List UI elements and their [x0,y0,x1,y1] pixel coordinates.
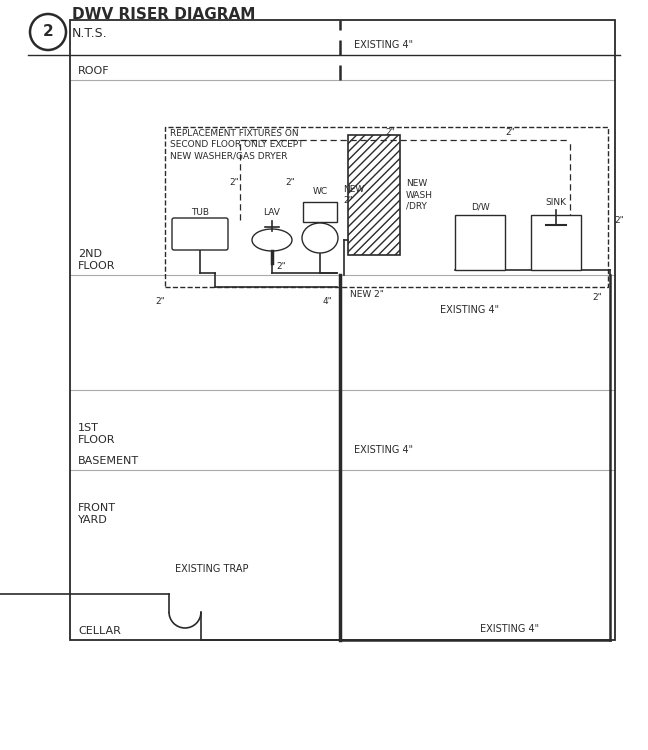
Text: 2": 2" [385,128,395,137]
Text: 2": 2" [229,178,239,187]
FancyBboxPatch shape [172,218,228,250]
Text: 2": 2" [285,178,295,187]
Bar [70,20,615,640]
Text: REPLACEMENT FIXTURES ON
SECOND FLOOR ONLY EXCEPT
NEW WASHER/GAS DRYER: REPLACEMENT FIXTURES ON SECOND FLOOR ONL… [170,129,303,160]
Text: 1ST
FLOOR: 1ST FLOOR [78,424,115,445]
Text: EXISTING TRAP: EXISTING TRAP [175,564,248,574]
Text: 2": 2" [276,262,286,271]
Text: NEW 2": NEW 2" [350,290,384,299]
Text: FRONT
YARD: FRONT YARD [78,503,116,525]
Text: SINK: SINK [546,198,566,207]
Text: TUB: TUB [191,208,209,217]
Text: EXISTING 4": EXISTING 4" [354,445,413,455]
Text: EXISTING 4": EXISTING 4" [354,40,413,50]
Bar [348,135,400,255]
Text: 2": 2" [155,297,165,306]
Text: DWV RISER DIAGRAM: DWV RISER DIAGRAM [72,7,255,22]
Bar [303,202,337,222]
Text: NEW
2": NEW 2" [343,185,364,205]
Text: EXISTING 4": EXISTING 4" [440,305,499,315]
Text: WC: WC [312,187,327,196]
Ellipse shape [252,229,292,251]
Text: EXISTING 4": EXISTING 4" [480,624,539,634]
Ellipse shape [302,223,338,253]
Text: 4": 4" [323,297,333,306]
Text: 2": 2" [505,128,515,137]
Text: CELLAR: CELLAR [78,626,121,636]
Text: 2": 2" [614,216,624,225]
Text: D/W: D/W [470,203,489,212]
Text: ROOF: ROOF [78,66,110,76]
Text: 2ND
FLOOR: 2ND FLOOR [78,250,115,271]
Bar [165,127,608,287]
Text: NEW
WASH
/DRY: NEW WASH /DRY [406,179,433,211]
Bar [531,215,581,270]
Text: 2: 2 [43,25,53,40]
Text: 2": 2" [592,293,602,302]
Bar [455,215,505,270]
Text: BASEMENT: BASEMENT [78,456,139,466]
Text: N.T.S.: N.T.S. [72,27,108,40]
Text: LAV: LAV [264,208,281,217]
